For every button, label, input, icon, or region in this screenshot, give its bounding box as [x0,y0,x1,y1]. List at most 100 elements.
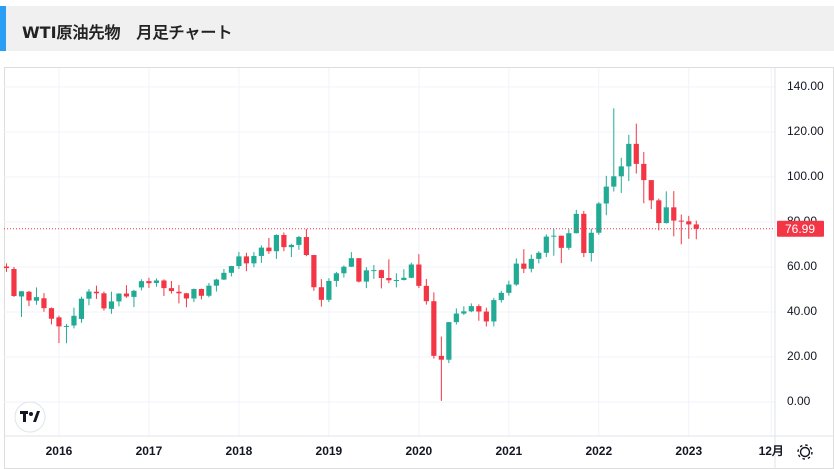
candle-body [423,285,429,302]
candle-body [536,252,542,259]
candle-body [273,235,279,252]
y-tick-label: 60.00 [787,259,817,273]
candle-body [258,247,264,256]
candle-body [108,301,115,309]
candle-body [521,263,527,269]
logo [14,401,46,433]
candle-body [686,221,692,225]
candle-body [138,281,145,288]
candle-body [476,306,482,312]
candle-body [341,266,347,274]
candle-body [71,315,77,326]
candle-body [393,280,399,282]
x-tick-label: 12月 [759,444,784,458]
x-tick-label: 2017 [136,444,163,458]
y-tick-label: 20.00 [787,349,817,363]
candle-body [386,277,392,281]
candle-body [371,270,377,272]
candle-body [153,280,160,283]
candle-body [453,313,459,323]
candle-body [438,355,444,360]
candle-body [498,292,504,301]
candle-body [266,247,272,252]
accent-bar [0,6,6,51]
y-tick-label: 140.00 [787,79,824,93]
candle-body [131,290,137,297]
candle-body [11,268,17,297]
candle-body [311,255,317,288]
candle-body [648,180,654,201]
candle-body [93,291,100,294]
candle-body [41,298,47,309]
candle-body [491,300,497,322]
candle-body [26,291,32,301]
candle-body [693,224,699,229]
candle-body [176,291,182,294]
candle-body [408,264,414,278]
candle-body [483,311,489,322]
candle-body [101,293,107,309]
candle-body [416,264,422,286]
candle-body [461,311,467,314]
x-tick-label: 2016 [46,444,73,458]
candle-body [378,270,384,278]
candle-body [656,200,662,224]
candle-body [86,291,92,299]
candle-body [401,277,407,281]
y-tick-label: 120.00 [787,124,824,138]
candle-body [356,258,362,282]
candle-body [588,232,594,254]
candle-body [611,176,617,187]
candle-body [633,143,639,164]
x-tick-label: 2023 [675,444,702,458]
candle-body [123,293,130,297]
candle-body [581,213,587,254]
candle-body [281,235,287,248]
candle-body [18,291,25,297]
candle-body [168,288,175,292]
header: WTI原油先物 月足チャート [0,6,834,51]
candle-body [206,285,212,296]
candle-body [236,256,242,267]
candle-body [663,207,669,224]
candle-body [191,289,197,299]
candle-body [161,280,167,289]
candle-body [513,263,519,285]
candle-body [446,322,452,360]
candle-body [33,297,40,301]
candle-body [198,289,205,296]
candle-body [221,272,227,280]
candle-body [566,233,572,248]
x-tick-label: 2020 [406,444,433,458]
candle-body [543,236,549,253]
y-tick-label: 0.00 [787,394,811,408]
candle-body [326,280,332,300]
candle-body [243,256,250,264]
candle-body [558,235,564,248]
candle-body [333,273,339,281]
grid [4,68,775,436]
candle-body [596,203,602,233]
candle-body [3,266,10,269]
candle-body [48,308,55,319]
candle-body [288,244,294,248]
settings-icon[interactable] [797,444,813,460]
candle-body [228,266,235,273]
candle-body [63,325,70,327]
candles [3,108,699,401]
candle-body [678,220,684,222]
candle-body [671,207,677,221]
candle-body [296,237,302,245]
candle-body [573,213,579,234]
x-tick-label: 2019 [316,444,343,458]
candle-body [183,293,190,299]
candle-body [348,258,354,267]
candle-body [603,186,609,204]
candle-body [506,284,512,293]
candle-body [116,293,122,302]
y-tick-label: 40.00 [787,304,817,318]
x-tick-label: 2022 [585,444,612,458]
last-price-box [777,220,824,237]
